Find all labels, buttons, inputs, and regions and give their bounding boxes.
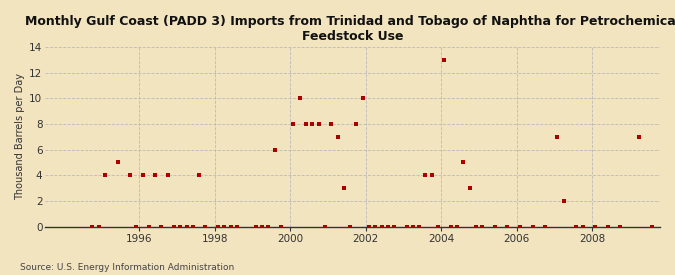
- Point: [99, 173, 110, 177]
- Point: [144, 224, 155, 229]
- Point: [357, 96, 368, 100]
- Point: [552, 134, 563, 139]
- Point: [150, 173, 161, 177]
- Point: [363, 224, 374, 229]
- Point: [376, 224, 387, 229]
- Point: [213, 224, 223, 229]
- Point: [458, 160, 468, 165]
- Point: [87, 224, 98, 229]
- Point: [125, 173, 136, 177]
- Point: [446, 224, 456, 229]
- Point: [427, 173, 437, 177]
- Point: [439, 57, 450, 62]
- Point: [401, 224, 412, 229]
- Point: [288, 122, 299, 126]
- Point: [351, 122, 362, 126]
- Point: [389, 224, 400, 229]
- Point: [181, 224, 192, 229]
- Point: [539, 224, 550, 229]
- Point: [326, 122, 337, 126]
- Point: [590, 224, 601, 229]
- Point: [344, 224, 355, 229]
- Point: [112, 160, 123, 165]
- Point: [301, 122, 312, 126]
- Point: [263, 224, 274, 229]
- Point: [232, 224, 242, 229]
- Point: [414, 224, 425, 229]
- Point: [433, 224, 443, 229]
- Point: [320, 224, 331, 229]
- Point: [188, 224, 198, 229]
- Point: [382, 224, 393, 229]
- Point: [313, 122, 324, 126]
- Point: [275, 224, 286, 229]
- Point: [464, 186, 475, 190]
- Text: Source: U.S. Energy Information Administration: Source: U.S. Energy Information Administ…: [20, 263, 234, 272]
- Point: [408, 224, 418, 229]
- Point: [470, 224, 481, 229]
- Point: [294, 96, 305, 100]
- Point: [646, 224, 657, 229]
- Y-axis label: Thousand Barrels per Day: Thousand Barrels per Day: [15, 73, 25, 200]
- Point: [219, 224, 230, 229]
- Point: [194, 173, 205, 177]
- Point: [615, 224, 626, 229]
- Point: [163, 173, 173, 177]
- Point: [489, 224, 500, 229]
- Point: [137, 173, 148, 177]
- Point: [502, 224, 512, 229]
- Point: [477, 224, 487, 229]
- Point: [370, 224, 381, 229]
- Point: [225, 224, 236, 229]
- Point: [577, 224, 588, 229]
- Point: [332, 134, 343, 139]
- Point: [514, 224, 525, 229]
- Point: [527, 224, 538, 229]
- Point: [339, 186, 350, 190]
- Point: [452, 224, 462, 229]
- Point: [256, 224, 267, 229]
- Point: [93, 224, 104, 229]
- Point: [603, 224, 614, 229]
- Point: [175, 224, 186, 229]
- Title: Monthly Gulf Coast (PADD 3) Imports from Trinidad and Tobago of Naphtha for Petr: Monthly Gulf Coast (PADD 3) Imports from…: [25, 15, 675, 43]
- Point: [156, 224, 167, 229]
- Point: [571, 224, 582, 229]
- Point: [420, 173, 431, 177]
- Point: [307, 122, 318, 126]
- Point: [250, 224, 261, 229]
- Point: [200, 224, 211, 229]
- Point: [558, 199, 569, 203]
- Point: [634, 134, 645, 139]
- Point: [269, 147, 280, 152]
- Point: [169, 224, 180, 229]
- Point: [131, 224, 142, 229]
